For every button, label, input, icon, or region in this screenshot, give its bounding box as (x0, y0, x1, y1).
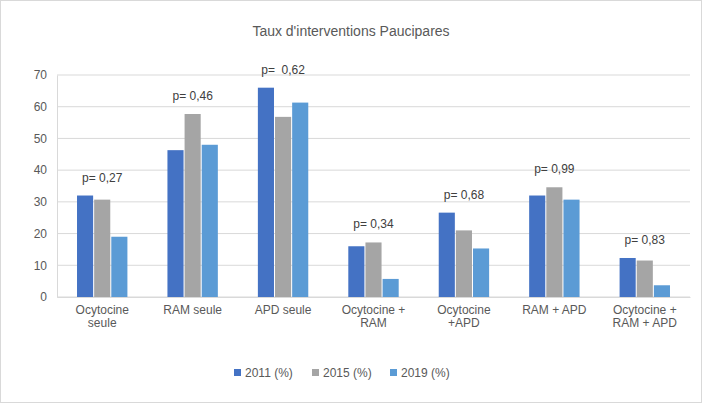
bar-series (111, 103, 670, 297)
bars (77, 88, 670, 297)
annotation: p= 0,68 (444, 188, 485, 202)
y-tick: 10 (34, 259, 57, 273)
bar (167, 150, 183, 297)
annotation: p= 0,83 (625, 233, 666, 247)
grid-line (57, 233, 690, 234)
legend-label: 2015 (%) (323, 366, 372, 380)
y-tick-label: 70 (34, 68, 48, 82)
x-tick-label-line: RAM + APD (613, 316, 678, 330)
x-tick-label-line: seule (88, 316, 117, 330)
y-tick-label: 50 (34, 132, 48, 146)
bar (365, 242, 381, 297)
grid-line (57, 75, 690, 76)
y-tick-label: 0 (40, 290, 47, 304)
legend-item: 2019 (%) (390, 366, 450, 380)
y-tick-label: 30 (34, 195, 48, 209)
chart: Taux d'interventions Paucipares 0 10 20 30 40… (0, 0, 702, 403)
bar (563, 200, 579, 297)
bar (439, 213, 455, 297)
x-tick-label: Ocytocine +RAM + APD (613, 303, 678, 331)
legend-swatch (234, 369, 241, 376)
annotations: p= 0,27 p= 0,46 p= 0,62 p= 0,34 p= 0,68 p= 0,… (82, 63, 665, 247)
y-tick-label: 10 (34, 259, 48, 273)
y-tick-label: 20 (34, 227, 48, 241)
x-tick: Ocytocine+APD (437, 297, 491, 330)
bar (546, 187, 562, 297)
legend-item: 2011 (%) (234, 366, 293, 380)
bar (111, 237, 127, 297)
x-tick-label: RAM seule (163, 303, 222, 317)
grid-line (57, 106, 690, 107)
y-tick-label: 40 (34, 163, 48, 177)
bar (202, 145, 218, 297)
y-tick: 40 (34, 163, 57, 177)
x-tick: RAM + APD (522, 297, 587, 317)
grid (57, 75, 690, 297)
legend-item: 2015 (%) (312, 366, 372, 380)
bar (348, 246, 364, 297)
x-tick-label-line: Ocytocine (76, 303, 130, 317)
annotation: p= 0,34 (353, 217, 394, 231)
legend-label: 2019 (%) (401, 366, 450, 380)
x-tick-label-line: Ocytocine (437, 303, 491, 317)
x-axis: OcytocineseuleRAM seuleAPD seuleOcytocin… (58, 297, 691, 330)
y-tick: 60 (34, 100, 57, 114)
bar (529, 196, 545, 297)
y-axis: 0 10 20 30 40 50 60 70 (34, 68, 58, 304)
annotation: p= 0,27 (82, 171, 123, 185)
bar (620, 258, 636, 297)
legend-label: 2011 (%) (245, 366, 293, 380)
x-tick: Ocytocineseule (76, 297, 130, 330)
y-tick: 0 (40, 290, 57, 304)
x-tick-label-line: RAM seule (163, 303, 222, 317)
x-tick-label-line: APD seule (255, 303, 312, 317)
x-tick-label-line: Ocytocine + (342, 303, 406, 317)
bar (258, 88, 274, 297)
bar (77, 196, 93, 297)
annotation: p= 0,46 (172, 89, 213, 103)
title: Taux d'interventions Paucipares (252, 23, 449, 39)
bar (456, 230, 472, 297)
bar-series (94, 114, 653, 297)
y-tick-label: 60 (34, 100, 48, 114)
x-tick-label-line: Ocytocine + (613, 303, 677, 317)
bar (292, 103, 308, 297)
x-tick: RAM seule (163, 297, 222, 317)
x-tick-label-line: +APD (448, 316, 480, 330)
x-tick: APD seule (255, 297, 312, 317)
y-tick: 50 (34, 132, 57, 146)
bar (94, 200, 110, 297)
x-tick-label-line: RAM + APD (522, 303, 587, 317)
y-tick: 30 (34, 195, 57, 209)
grid-line (57, 138, 690, 139)
bar (637, 261, 653, 297)
legend: 2011 (%) 2015 (%) 2019 (%) (234, 366, 450, 380)
x-axis-line (58, 297, 691, 298)
bar (185, 114, 201, 297)
legend-swatch (390, 369, 397, 376)
x-tick: Ocytocine +RAM + APD (613, 297, 678, 330)
bar (383, 279, 399, 297)
chart-frame (1, 1, 702, 403)
annotation: p= 0,99 (534, 162, 575, 176)
x-tick-label: Ocytocineseule (76, 303, 130, 331)
x-tick-label: Ocytocine+APD (437, 303, 491, 331)
legend-swatch (312, 369, 319, 376)
bar (275, 117, 291, 297)
y-tick: 20 (34, 227, 57, 241)
y-tick: 70 (34, 68, 57, 82)
grid-line (57, 201, 690, 202)
plot: 010203040506070OcytocineseuleRAM seuleAP… (34, 63, 691, 331)
y-axis-line (57, 76, 58, 298)
x-tick-label: Ocytocine +RAM (342, 303, 406, 331)
bar-series (77, 88, 636, 297)
bar (473, 248, 489, 297)
annotation: p= 0,62 (261, 63, 305, 77)
x-tick-label: APD seule (255, 303, 312, 317)
grid-line (57, 170, 690, 171)
bar (654, 285, 670, 297)
x-tick: Ocytocine +RAM (342, 297, 406, 330)
x-tick-label-line: RAM (360, 316, 387, 330)
x-tick-label: RAM + APD (522, 303, 587, 317)
